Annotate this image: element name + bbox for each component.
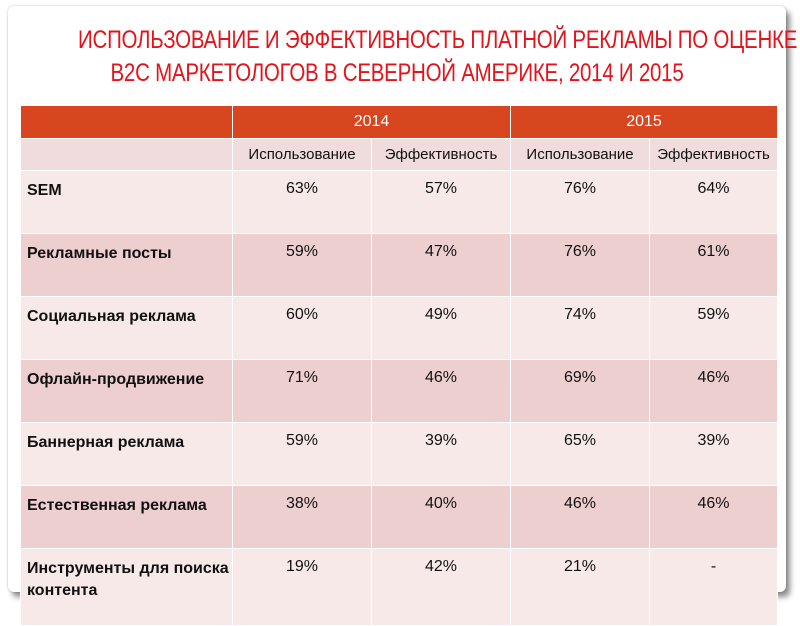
value-cell: 59% [232, 422, 372, 486]
value-cell: 39% [371, 422, 511, 486]
title-line-1: ИСПОЛЬЗОВАНИЕ И ЭФФЕКТИВНОСТЬ ПЛАТНОЙ РЕ… [78, 26, 798, 54]
slide: ИСПОЛЬЗОВАНИЕ И ЭФФЕКТИВНОСТЬ ПЛАТНОЙ РЕ… [8, 6, 798, 626]
chart-title: ИСПОЛЬЗОВАНИЕ И ЭФФЕКТИВНОСТЬ ПЛАТНОЙ РЕ… [78, 24, 798, 90]
value-cell: - [649, 548, 778, 626]
value-cell: 39% [649, 422, 778, 486]
metric-header-row: Использование Эффективность Использовани… [20, 138, 778, 171]
metric-header: Эффективность [649, 138, 778, 171]
row-label: Баннерная реклама [20, 422, 233, 486]
table-row: SEM 63% 57% 76% 64% [20, 170, 778, 234]
value-cell: 38% [232, 485, 372, 549]
year-header-2015: 2015 [510, 105, 778, 139]
value-cell: 63% [232, 170, 372, 234]
table-row: Инструменты для поиска контента 19% 42% 21%… [20, 548, 778, 626]
table-row: Баннерная реклама 59% 39% 65% 39% [20, 422, 778, 486]
year-header-2014: 2014 [232, 105, 511, 139]
row-label: Рекламные посты [20, 233, 233, 297]
value-cell: 49% [371, 296, 511, 360]
table-row: Естественная реклама 38% 40% 46% 46% [20, 485, 778, 549]
value-cell: 47% [371, 233, 511, 297]
row-label: Офлайн-продвижение [20, 359, 233, 423]
value-cell: 64% [649, 170, 778, 234]
year-header-row: 2014 2015 [20, 105, 778, 139]
value-cell: 46% [649, 359, 778, 423]
value-cell: 60% [232, 296, 372, 360]
value-cell: 42% [371, 548, 511, 626]
subheader-corner [20, 138, 233, 171]
metric-header: Использование [232, 138, 372, 171]
table-row: Социальная реклама 60% 49% 74% 59% [20, 296, 778, 360]
value-cell: 76% [510, 233, 650, 297]
value-cell: 69% [510, 359, 650, 423]
title-line-2: B2C МАРКЕТОЛОГОВ В СЕВЕРНОЙ АМЕРИКЕ, 201… [110, 59, 684, 87]
table-body: SEM 63% 57% 76% 64% Рекламные посты 59% 47% 76% 6… [20, 170, 778, 626]
value-cell: 71% [232, 359, 372, 423]
value-cell: 46% [371, 359, 511, 423]
data-table: 2014 2015 Использование Эффективность Ис… [20, 105, 778, 626]
row-label: Социальная реклама [20, 296, 233, 360]
value-cell: 59% [232, 233, 372, 297]
value-cell: 65% [510, 422, 650, 486]
value-cell: 19% [232, 548, 372, 626]
value-cell: 46% [510, 485, 650, 549]
value-cell: 46% [649, 485, 778, 549]
value-cell: 76% [510, 170, 650, 234]
table-row: Офлайн-продвижение 71% 46% 69% 46% [20, 359, 778, 423]
value-cell: 61% [649, 233, 778, 297]
metric-header: Использование [510, 138, 650, 171]
table-row: Рекламные посты 59% 47% 76% 61% [20, 233, 778, 297]
value-cell: 74% [510, 296, 650, 360]
row-label: Инструменты для поиска контента [20, 548, 233, 626]
value-cell: 57% [371, 170, 511, 234]
header-corner [20, 105, 233, 139]
row-label: SEM [20, 170, 233, 234]
row-label: Естественная реклама [20, 485, 233, 549]
metric-header: Эффективность [371, 138, 511, 171]
value-cell: 21% [510, 548, 650, 626]
value-cell: 59% [649, 296, 778, 360]
value-cell: 40% [371, 485, 511, 549]
